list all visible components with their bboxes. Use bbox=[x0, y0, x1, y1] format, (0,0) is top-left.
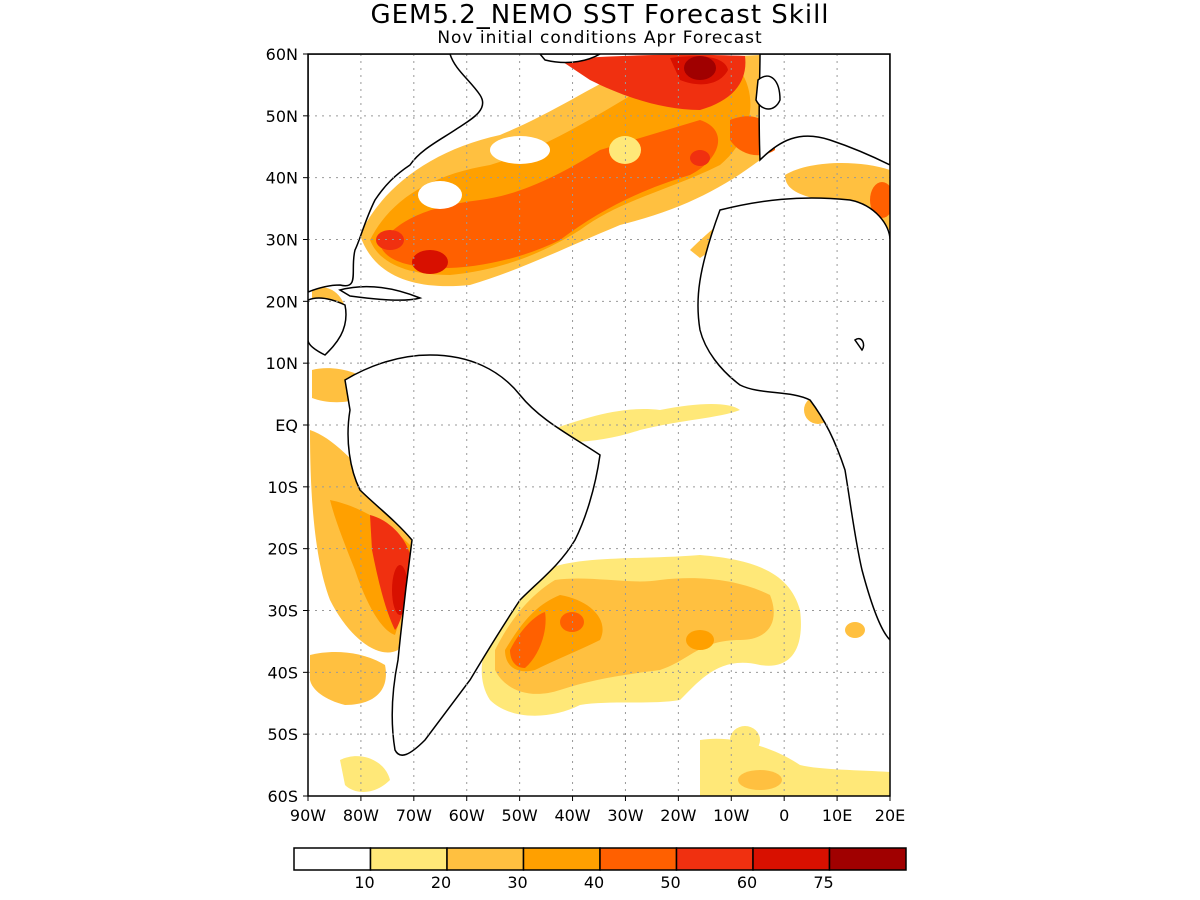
lon-tick-label: 60W bbox=[449, 806, 485, 825]
lat-tick-label: 10N bbox=[266, 354, 298, 373]
lat-tick-label: 20N bbox=[266, 292, 298, 311]
longitude-labels: 90W 80W 70W 60W 50W 40W 30W 20W 10W 0 10E 20E bbox=[290, 796, 905, 825]
colorbar-swatch bbox=[293, 847, 372, 871]
lon-tick-label: 20E bbox=[875, 806, 905, 825]
colorbar-label: 40 bbox=[584, 873, 604, 892]
lat-tick-label: 50S bbox=[267, 725, 298, 744]
latitude-labels: 60N 50N 40N 30N 20N 10N EQ 10S 20S 30S 40S 50S 60S bbox=[266, 45, 308, 806]
lat-tick-label: 30S bbox=[267, 602, 298, 621]
lon-tick-label: 70W bbox=[396, 806, 432, 825]
colorbar-label: 75 bbox=[813, 873, 833, 892]
lon-tick-label: 50W bbox=[502, 806, 538, 825]
colorbar-swatch bbox=[675, 847, 754, 871]
map-grid bbox=[308, 54, 890, 796]
colorbar-swatch bbox=[828, 847, 907, 871]
lat-tick-label: 60S bbox=[267, 787, 298, 806]
colorbar-label: 20 bbox=[431, 873, 451, 892]
lat-tick-label: 40S bbox=[267, 663, 298, 682]
coastlines bbox=[308, 54, 890, 756]
colorbar-swatch bbox=[522, 847, 601, 871]
colorbar-label: 50 bbox=[660, 873, 680, 892]
lon-tick-label: 90W bbox=[290, 806, 326, 825]
colorbar-swatch bbox=[599, 847, 678, 871]
colorbar: 10 20 30 40 50 60 75 bbox=[293, 847, 907, 892]
map-title: GEM5.2_NEMO SST Forecast Skill bbox=[370, 0, 830, 30]
colorbar-swatch bbox=[369, 847, 448, 871]
colorbar-swatch bbox=[446, 847, 525, 871]
lat-tick-label: 10S bbox=[267, 478, 298, 497]
colorbar-label: 60 bbox=[737, 873, 757, 892]
lat-tick-label: 30N bbox=[266, 231, 298, 250]
lon-tick-label: 0 bbox=[779, 806, 789, 825]
lat-tick-label: 60N bbox=[266, 45, 298, 64]
lat-tick-label: EQ bbox=[275, 416, 298, 435]
colorbar-label: 10 bbox=[354, 873, 374, 892]
map-subtitle: Nov initial conditions Apr Forecast bbox=[437, 28, 763, 48]
colorbar-swatch bbox=[752, 847, 831, 871]
lon-tick-label: 10E bbox=[822, 806, 852, 825]
colorbar-label: 30 bbox=[507, 873, 527, 892]
skill-shading bbox=[310, 54, 890, 796]
lon-tick-label: 80W bbox=[343, 806, 379, 825]
lat-tick-label: 40N bbox=[266, 169, 298, 188]
lon-tick-label: 10W bbox=[713, 806, 749, 825]
lon-tick-label: 30W bbox=[607, 806, 643, 825]
lon-tick-label: 20W bbox=[660, 806, 696, 825]
lat-tick-label: 50N bbox=[266, 107, 298, 126]
lon-tick-label: 40W bbox=[554, 806, 590, 825]
lat-tick-label: 20S bbox=[267, 540, 298, 559]
